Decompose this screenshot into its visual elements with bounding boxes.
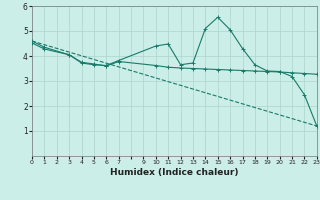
X-axis label: Humidex (Indice chaleur): Humidex (Indice chaleur)	[110, 168, 239, 177]
